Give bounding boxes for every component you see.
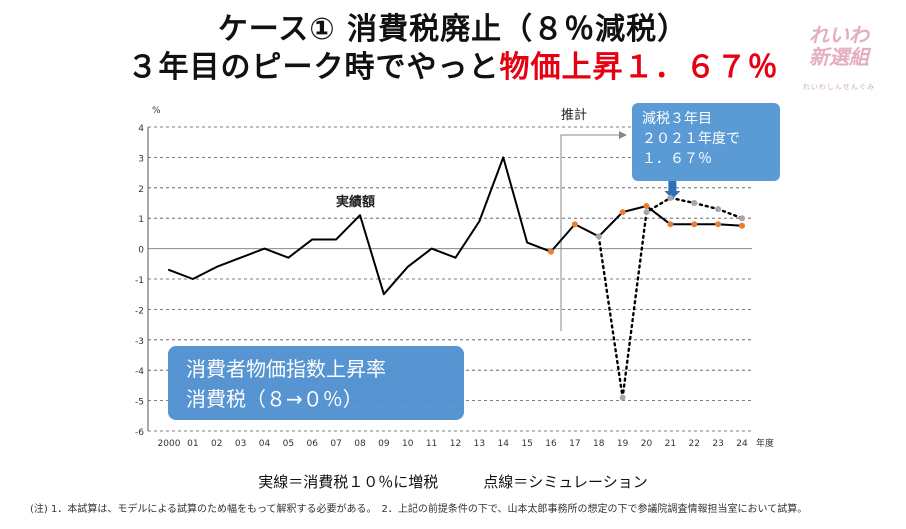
- x-tick-label: 20: [641, 439, 653, 449]
- callout-line-2: ２０２１年度で: [642, 131, 740, 147]
- y-tick-label: -3: [135, 337, 144, 347]
- x-tick-label: 18: [593, 439, 605, 449]
- y-tick-label: -6: [135, 428, 144, 438]
- actual-point: [739, 222, 745, 229]
- y-tick-label: -2: [135, 306, 144, 316]
- peak-callout: 減税３年目 ２０２１年度で １．６７％: [632, 103, 780, 181]
- legend-line-1: 消費者物価指数上昇率: [186, 357, 386, 381]
- forecast-label: 推計: [561, 108, 588, 123]
- legend-box: 消費者物価指数上昇率 消費税（８→０％）: [168, 346, 464, 420]
- x-tick-label: 12: [450, 439, 461, 449]
- x-tick-label: 13: [474, 439, 485, 449]
- x-tick-label: 14: [498, 439, 510, 449]
- simulation-point: [715, 206, 722, 213]
- simulation-point: [691, 200, 698, 206]
- actual-point: [643, 203, 650, 210]
- subtitle-black-text: ３年目のピーク時でやっと: [127, 50, 500, 85]
- line-style-caption: 実線＝消費税１０％に増税 点線＝シミュレーション: [258, 473, 648, 491]
- y-axis-unit-label: %: [152, 106, 161, 116]
- x-tick-label: 06: [307, 439, 319, 449]
- callout-arrow-shaft: [668, 181, 677, 191]
- x-tick-label: 09: [378, 439, 390, 449]
- simulation-point: [595, 233, 602, 240]
- x-tick-label: 02: [211, 439, 222, 449]
- logo-text: れいわ 新選組: [809, 23, 869, 69]
- simulation-point: [643, 209, 650, 216]
- x-tick-label: 15: [521, 439, 532, 449]
- y-tick-label: -1: [135, 276, 144, 286]
- y-tick-label: 0: [138, 246, 144, 256]
- forecast-bracket: [560, 134, 619, 331]
- x-tick-label: 10: [402, 439, 414, 449]
- y-tick-label: 4: [138, 124, 144, 134]
- x-tick-label: 17: [569, 439, 580, 449]
- actual-point: [691, 221, 698, 228]
- legend-line-2: 消費税（８→０％）: [186, 387, 363, 411]
- x-axis-unit-label: 年度: [756, 437, 774, 449]
- x-tick-label: 05: [283, 439, 294, 449]
- x-tick-label: 11: [426, 439, 437, 449]
- callout-arrowhead: [664, 191, 681, 199]
- callout-line-3: １．６７％: [642, 151, 712, 167]
- simulation-series-line: [597, 196, 744, 399]
- x-tick-label: 01: [187, 439, 198, 449]
- actual-point: [571, 221, 578, 228]
- x-tick-label: 22: [689, 439, 700, 449]
- simulation-point: [739, 215, 745, 222]
- footnote: (注) 1．本試算は、モデルによる試算のため幅をもって解釈する必要がある。 2．…: [30, 504, 808, 515]
- subtitle-red-text: 物価上昇１．６７％: [499, 50, 779, 85]
- y-tick-label: -4: [135, 367, 144, 377]
- chart-marks: [168, 131, 745, 401]
- actual-point: [619, 209, 626, 216]
- x-tick-label: 03: [235, 439, 246, 449]
- x-tick-label: 19: [617, 439, 629, 449]
- x-tick-label: 2000: [158, 439, 181, 449]
- page-title: ケース① 消費税廃止（８％減税）: [217, 12, 689, 47]
- x-tick-label: 16: [545, 439, 557, 449]
- y-tick-label: 1: [138, 215, 144, 225]
- page-subtitle: ３年目のピーク時でやっと物価上昇１．６７％: [0, 42, 906, 86]
- x-tick-label: 23: [712, 439, 723, 449]
- y-tick-label: 2: [138, 185, 144, 195]
- y-tick-label: -5: [135, 398, 144, 408]
- actual-point: [715, 221, 722, 228]
- simulation-point: [619, 394, 626, 401]
- actual-point: [548, 248, 554, 255]
- simulation-point: [667, 194, 674, 201]
- actual-point: [667, 221, 674, 228]
- y-tick-label: 3: [138, 154, 144, 164]
- x-tick-label: 08: [354, 439, 366, 449]
- actual-series-label: 実績額: [336, 195, 376, 210]
- x-tick-label: 24: [736, 439, 748, 449]
- x-tick-label: 04: [259, 439, 271, 449]
- x-tick-label: 21: [665, 439, 676, 449]
- callout-line-1: 減税３年目: [642, 111, 712, 127]
- forecast-arrowhead: [619, 131, 627, 139]
- logo: れいわ 新選組 れいわしんせんぐみ: [796, 24, 882, 98]
- logo-subtext: れいわしんせんぐみ: [802, 83, 876, 91]
- x-tick-label: 07: [330, 439, 341, 449]
